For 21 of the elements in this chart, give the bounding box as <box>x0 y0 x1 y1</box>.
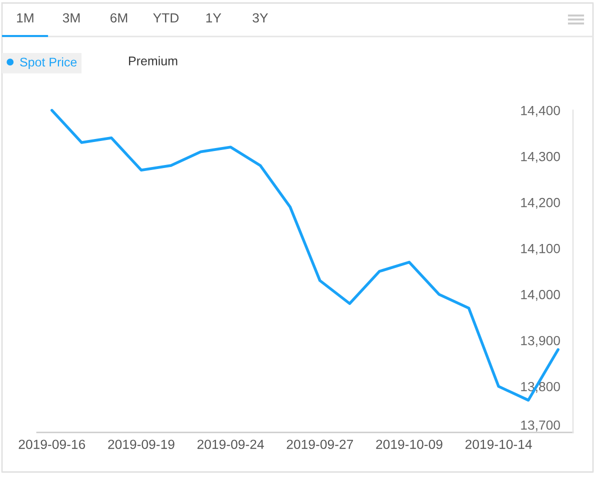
x-tick-label: 2019-09-24 <box>197 440 264 450</box>
text: 6M <box>110 13 128 23</box>
text: 1Y <box>206 13 222 22</box>
y-tick-label: 14,400 <box>521 106 560 117</box>
y-tick-label: 13,700 <box>521 420 560 432</box>
text: 3Y <box>252 13 268 23</box>
x-tick-label: 2019-10-14 <box>465 440 532 450</box>
y-tick-label: 14,200 <box>521 198 560 209</box>
y-tick-label: 14,100 <box>521 244 560 255</box>
legend-label: Spot Price <box>20 57 77 70</box>
y-tick-label: 14,000 <box>521 290 560 301</box>
x-tick-label: 2019-10-09 <box>376 440 442 450</box>
x-tick-label: 2019-09-16 <box>18 440 86 450</box>
x-tick-label: 2019-09-19 <box>108 440 174 450</box>
text: Premium <box>129 56 178 66</box>
y-tick-label: 14,300 <box>521 152 560 163</box>
text: 1M <box>17 13 34 22</box>
text: 3M <box>62 13 80 23</box>
y-tick-label: 13,900 <box>521 336 560 347</box>
x-tick-label: 2019-09-27 <box>286 440 353 450</box>
text: YTD <box>153 13 179 22</box>
